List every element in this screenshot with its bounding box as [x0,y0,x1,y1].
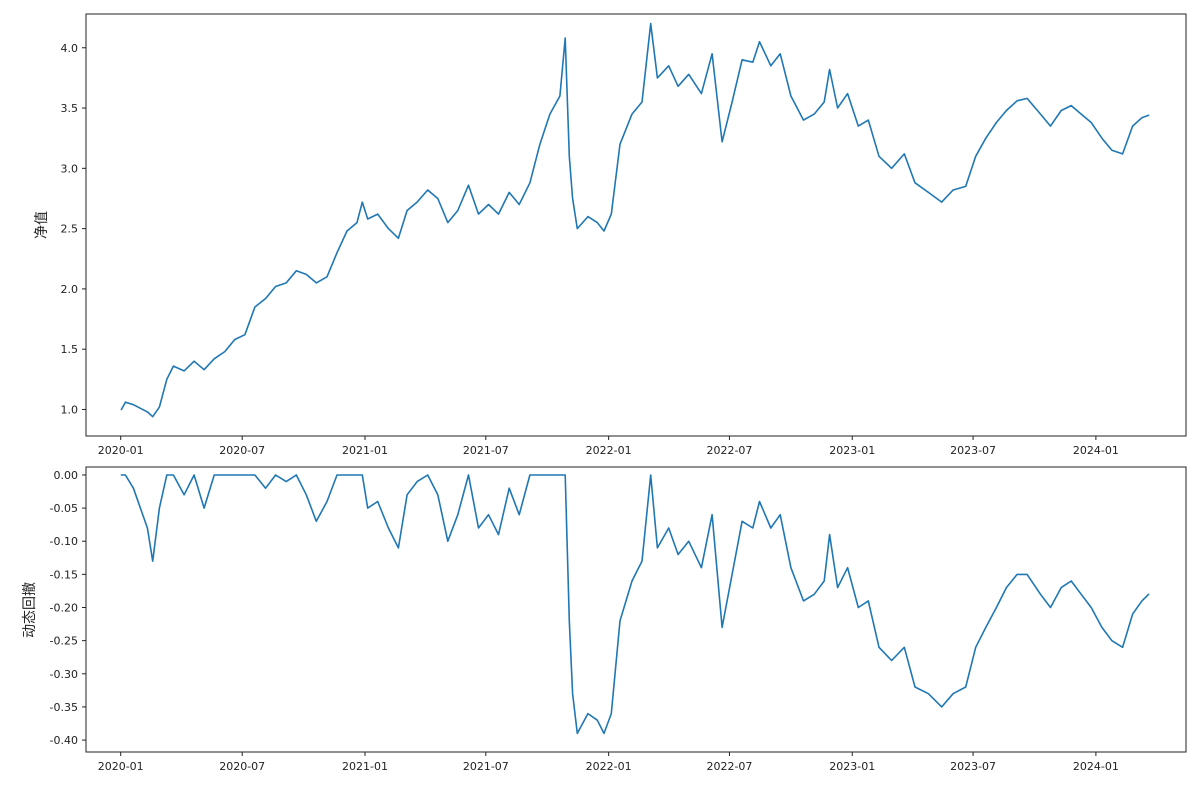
drawdown-x-tick-label: 2023-01 [829,760,875,773]
net-value-x-tick-label: 2022-01 [586,444,632,457]
drawdown-x-tick-label: 2024-01 [1073,760,1119,773]
drawdown-x-tick-label: 2020-01 [98,760,144,773]
net-value-y-axis-label: 净值 [34,211,50,239]
drawdown-y-tick-label: 0.00 [54,469,79,482]
net-value-x-tick-label: 2020-07 [219,444,265,457]
net-value-x-tick-label: 2020-01 [98,444,144,457]
net-value-plot-frame [85,13,1187,437]
drawdown-x-tick-label: 2023-07 [950,760,996,773]
drawdown-y-tick-label: -0.35 [50,701,78,714]
net-value-y-tick-label: 1.5 [61,343,79,356]
drawdown-y-axis-label: 动态回撤 [22,582,38,638]
net-value-y-tick-label: 2.5 [61,223,79,236]
drawdown-plot-frame [85,466,1187,753]
drawdown-y-tick-label: -0.10 [50,535,78,548]
drawdown-y-tick-label: -0.15 [50,568,78,581]
net-value-x-tick-label: 2021-01 [342,444,388,457]
drawdown-x-tick-label: 2021-01 [342,760,388,773]
net-value-x-tick-label: 2021-07 [463,444,509,457]
net-value-y-tick-label: 3.0 [61,162,79,175]
net-value-panel: 净值 1.0 1.5 2.0 2.5 3.0 3.5 4.0 2020-01 2020-07 20… [34,13,1187,457]
net-value-x-tick-label: 2023-07 [950,444,996,457]
drawdown-y-tick-label: -0.30 [50,668,78,681]
net-value-y-tick-label: 2.0 [61,283,79,296]
net-value-series-line [120,22,1150,418]
drawdown-x-tick-label: 2022-01 [586,760,632,773]
drawdown-panel: 动态回撤 0.00 -0.05 -0.10 -0.15 -0.20 -0.25 -0.30 -… [22,466,1187,773]
net-value-y-tick-label: 4.0 [61,42,79,55]
drawdown-y-tick-label: -0.05 [50,502,78,515]
drawdown-y-tick-label: -0.25 [50,635,78,648]
net-value-y-tick-label: 3.5 [61,102,79,115]
drawdown-y-tick-label: -0.20 [50,602,78,615]
net-value-x-tick-label: 2024-01 [1073,444,1119,457]
drawdown-x-tick-label: 2020-07 [219,760,265,773]
net-value-x-tick-label: 2023-01 [829,444,875,457]
net-value-y-tick-label: 1.0 [61,403,79,416]
net-value-x-tick-label: 2022-07 [706,444,752,457]
drawdown-x-tick-label: 2021-07 [463,760,509,773]
drawdown-series-line [120,474,1150,735]
drawdown-x-tick-label: 2022-07 [706,760,752,773]
drawdown-y-tick-label: -0.40 [50,734,78,747]
